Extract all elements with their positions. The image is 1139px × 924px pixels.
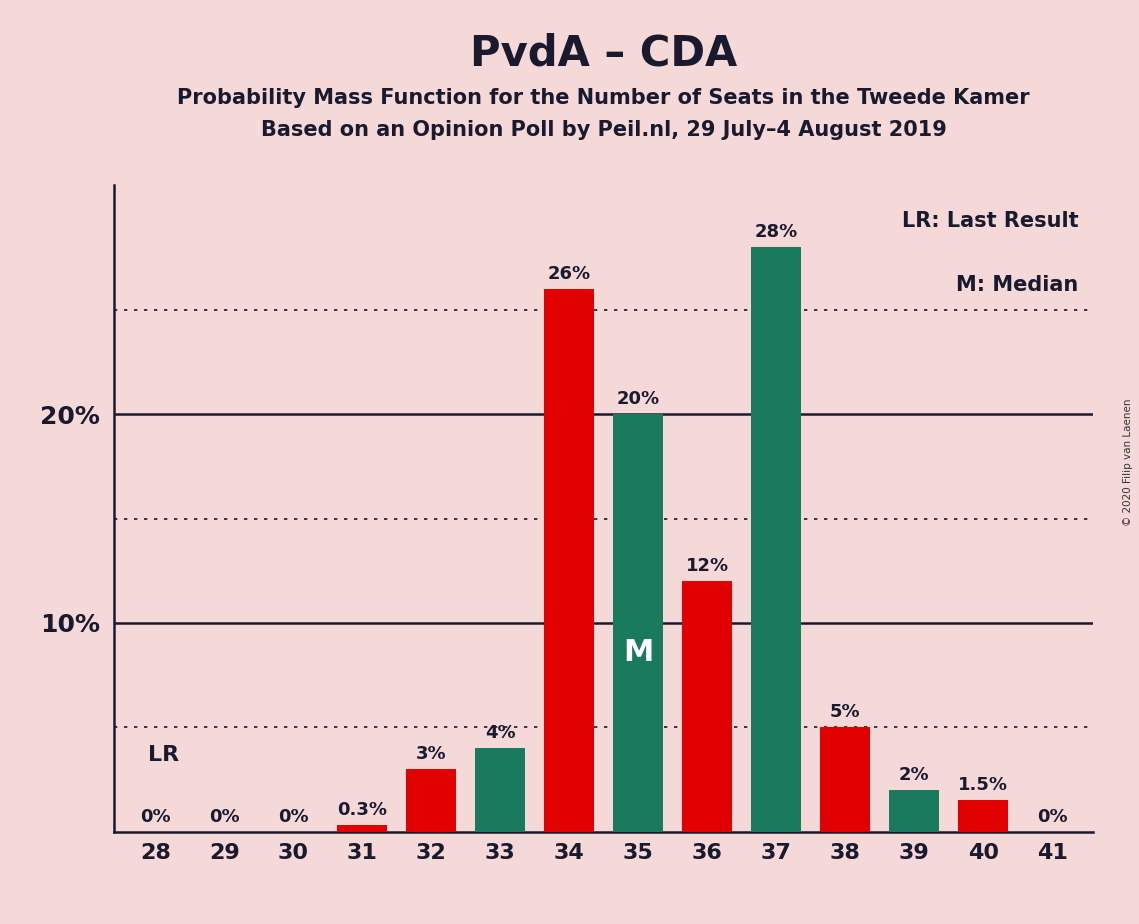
- Text: 3%: 3%: [416, 745, 446, 762]
- Text: 2%: 2%: [899, 766, 929, 784]
- Text: M: M: [623, 638, 654, 666]
- Text: 28%: 28%: [754, 223, 797, 241]
- Text: 5%: 5%: [830, 703, 860, 721]
- Bar: [890, 790, 939, 832]
- Bar: [613, 414, 663, 832]
- Text: Probability Mass Function for the Number of Seats in the Tweede Kamer: Probability Mass Function for the Number…: [178, 88, 1030, 108]
- Bar: [337, 825, 387, 832]
- Bar: [752, 248, 801, 832]
- Text: Based on an Opinion Poll by Peil.nl, 29 July–4 August 2019: Based on an Opinion Poll by Peil.nl, 29 …: [261, 120, 947, 140]
- Text: 0%: 0%: [140, 808, 171, 826]
- Bar: [407, 769, 456, 832]
- Text: 0%: 0%: [208, 808, 239, 826]
- Text: 4%: 4%: [485, 723, 516, 742]
- Text: 1.5%: 1.5%: [958, 776, 1008, 794]
- Text: PvdA – CDA: PvdA – CDA: [470, 32, 737, 74]
- Text: 0%: 0%: [278, 808, 309, 826]
- Bar: [820, 727, 870, 832]
- Text: 20%: 20%: [616, 390, 659, 408]
- Text: 12%: 12%: [686, 557, 729, 575]
- Text: 0%: 0%: [1036, 808, 1067, 826]
- Text: 0.3%: 0.3%: [337, 801, 387, 819]
- Bar: [958, 800, 1008, 832]
- Text: M: Median: M: Median: [957, 275, 1079, 296]
- Bar: [544, 289, 595, 832]
- Text: 26%: 26%: [548, 265, 591, 283]
- Bar: [682, 581, 732, 832]
- Text: LR: Last Result: LR: Last Result: [902, 211, 1079, 231]
- Text: LR: LR: [148, 745, 180, 765]
- Text: © 2020 Filip van Laenen: © 2020 Filip van Laenen: [1123, 398, 1133, 526]
- Bar: [475, 748, 525, 832]
